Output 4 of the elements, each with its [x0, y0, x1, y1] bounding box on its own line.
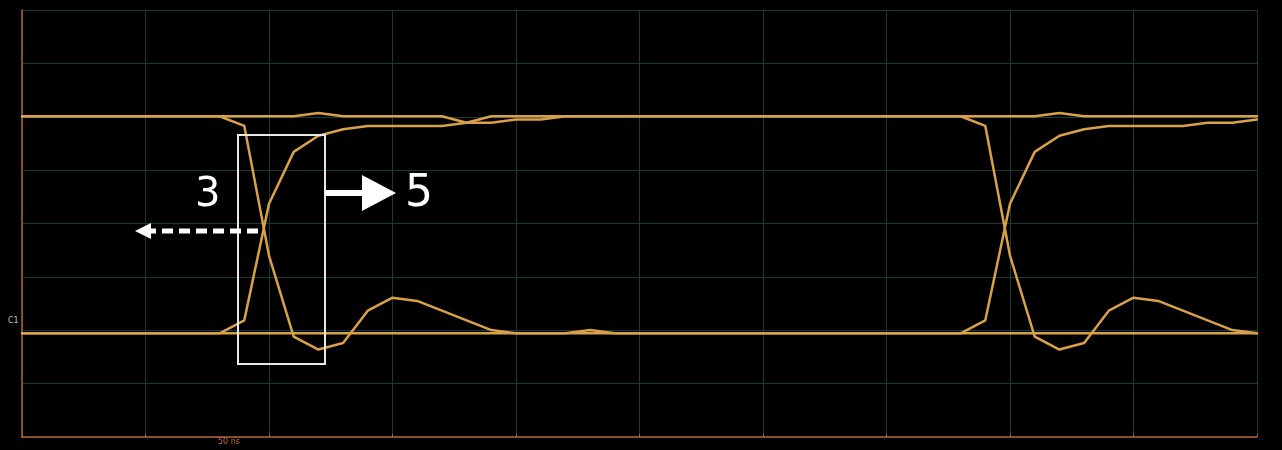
annotation: 50 ns: [218, 436, 240, 446]
annotation: 5: [405, 164, 433, 216]
annotation: 3: [195, 169, 221, 215]
text: C1: [8, 315, 19, 325]
